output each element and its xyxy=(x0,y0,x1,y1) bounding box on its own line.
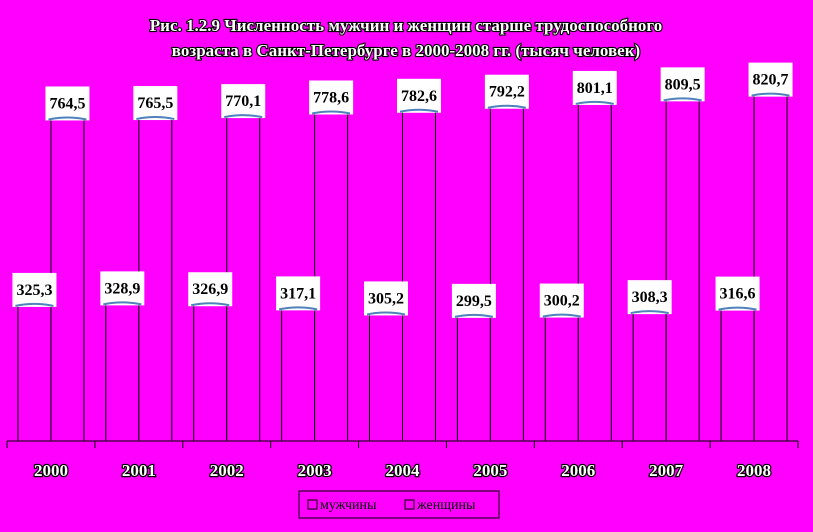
legend-box xyxy=(298,490,500,519)
bar-men-2001 xyxy=(105,300,140,442)
data-label-men-2004: 305,2 xyxy=(368,290,404,307)
bar-women-2005 xyxy=(489,104,524,442)
data-label-box-women-2006 xyxy=(572,70,617,105)
data-label-box-women-2004 xyxy=(397,78,441,113)
data-label-women-2002: 770,1 xyxy=(225,93,261,110)
data-label-box-women-2002 xyxy=(221,84,266,119)
x-tick-label-2006: 2006 xyxy=(561,461,595,480)
bar-women-2003 xyxy=(314,109,349,442)
bar-men-2006 xyxy=(544,313,579,442)
x-tick-label-2003: 2003 xyxy=(298,461,332,480)
data-label-accent-men-2008 xyxy=(718,306,757,311)
legend-swatch-women xyxy=(404,499,415,510)
data-label-box-women-2003 xyxy=(309,80,354,115)
data-label-accent-women-2004 xyxy=(399,108,439,113)
bar-women-2006 xyxy=(577,100,612,442)
chart-title-line-1: Рис. 1.2.9 Численность мужчин и женщин с… xyxy=(150,16,662,35)
data-label-accent-women-2008 xyxy=(751,92,790,97)
chart-title: Рис. 1.2.9 Численность мужчин и женщин с… xyxy=(149,15,664,61)
data-label-women-2004: 782,6 xyxy=(401,88,437,105)
data-label-box-men-2006 xyxy=(539,283,584,318)
data-label-box-men-2002 xyxy=(188,272,233,307)
data-label-box-women-2007 xyxy=(660,67,705,102)
data-label-accent-women-2005 xyxy=(487,104,527,109)
data-label-box-women-2005 xyxy=(484,74,529,109)
x-tick-label-2004: 2004 xyxy=(386,461,421,480)
data-label-box-men-2008 xyxy=(715,276,760,311)
data-label-accent-men-2003 xyxy=(278,306,318,311)
data-label-accent-women-2006 xyxy=(575,100,614,105)
data-label-accent-women-2003 xyxy=(311,110,351,115)
data-label-accent-women-2002 xyxy=(224,114,263,119)
data-label-box-men-2000 xyxy=(12,272,57,307)
bar-men-2008 xyxy=(720,306,755,442)
data-label-box-women-2000 xyxy=(45,86,90,121)
data-label-women-2007: 809,5 xyxy=(665,76,701,93)
bar-women-2000 xyxy=(50,115,85,442)
data-label-men-2006: 300,2 xyxy=(544,293,580,310)
data-label-box-men-2001 xyxy=(100,271,145,306)
data-label-accent-men-2001 xyxy=(103,301,142,306)
data-label-box-men-2007 xyxy=(627,280,672,315)
bar-women-2008 xyxy=(753,92,788,442)
x-tick-label-2005: 2005 xyxy=(473,461,507,480)
x-tick-label-2001: 2001 xyxy=(122,461,156,480)
data-label-accent-men-2006 xyxy=(542,313,581,318)
bars-layer xyxy=(17,92,788,442)
data-label-accent-men-2000 xyxy=(15,302,54,307)
data-label-women-2003: 778,6 xyxy=(313,89,349,106)
data-label-men-2003: 317,1 xyxy=(280,285,316,302)
data-labels-layer: 325,3 764,5 328,9 765,5 326,9 770,1 317,1 778,6… xyxy=(12,62,793,318)
data-label-accent-men-2005 xyxy=(454,313,494,318)
data-label-accent-women-2001 xyxy=(136,116,175,121)
data-label-men-2005: 299,5 xyxy=(456,293,492,310)
data-label-women-2008: 820,7 xyxy=(753,72,789,89)
bar-men-2002 xyxy=(193,301,228,442)
data-label-women-2006: 801,1 xyxy=(577,80,613,97)
data-label-men-2002: 326,9 xyxy=(192,281,228,298)
data-label-box-women-2001 xyxy=(133,86,178,121)
bar-men-2007 xyxy=(632,309,667,442)
data-label-accent-women-2007 xyxy=(663,97,702,102)
bar-women-2004 xyxy=(402,108,436,442)
data-label-women-2000: 764,5 xyxy=(49,95,85,112)
data-label-accent-men-2004 xyxy=(366,311,406,316)
x-tick-label-2000: 2000 xyxy=(34,461,68,480)
data-label-accent-men-2007 xyxy=(630,310,669,315)
data-label-accent-women-2000 xyxy=(48,116,87,121)
x-tick-label-2007: 2007 xyxy=(649,461,684,480)
data-label-women-2001: 765,5 xyxy=(137,95,173,112)
data-label-box-men-2005 xyxy=(451,283,496,318)
data-label-men-2000: 325,3 xyxy=(16,282,52,299)
legend-label-women: женщины xyxy=(416,498,476,513)
legend-label-men: мужчины xyxy=(320,498,377,513)
data-label-men-2007: 308,3 xyxy=(632,289,668,306)
chart-title-line-2: возраста в Санкт-Петербурге в 2000-2008 … xyxy=(172,41,640,60)
data-label-box-men-2004 xyxy=(364,281,408,316)
data-label-box-women-2008 xyxy=(748,62,793,97)
bar-women-2007 xyxy=(665,96,700,442)
data-label-box-men-2003 xyxy=(276,276,321,311)
x-axis-ticks: 2000 2001 2002 2003 2004 2005 2006 2007 2008 xyxy=(6,441,799,481)
bar-men-2000 xyxy=(17,302,52,442)
x-tick-label-2008: 2008 xyxy=(737,461,771,480)
x-tick-label-2002: 2002 xyxy=(210,461,244,480)
legend-swatch-men xyxy=(307,499,318,510)
data-label-women-2005: 792,2 xyxy=(489,84,525,101)
bar-men-2004 xyxy=(369,310,403,442)
data-label-accent-men-2002 xyxy=(191,302,230,307)
data-label-men-2001: 328,9 xyxy=(104,280,140,297)
bar-men-2005 xyxy=(456,313,491,442)
bar-men-2003 xyxy=(281,305,316,442)
legend: мужчины женщины xyxy=(298,490,500,519)
data-label-men-2008: 316,6 xyxy=(720,286,756,303)
